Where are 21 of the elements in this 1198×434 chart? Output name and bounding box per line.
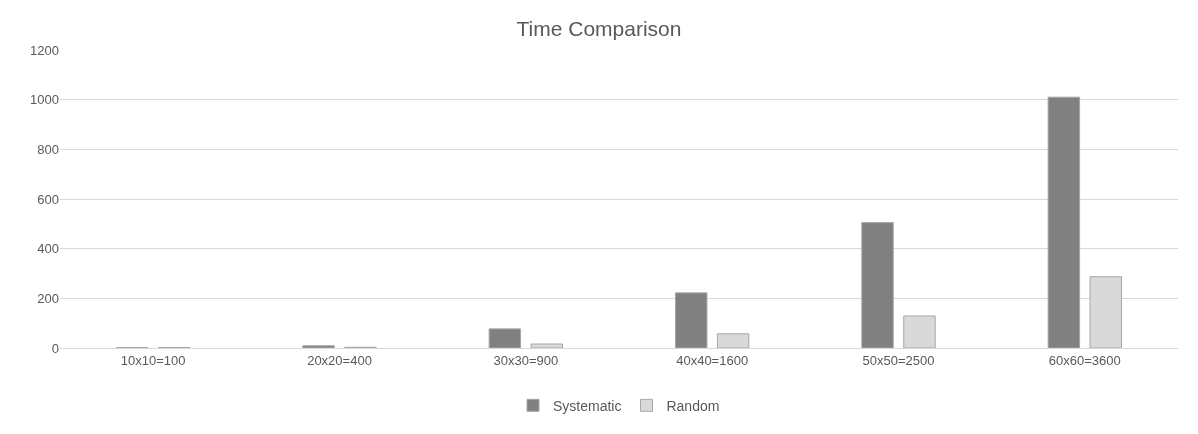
- x-tick-label: 30x30=900: [493, 352, 559, 368]
- bar: [674, 292, 708, 348]
- bar: [1047, 96, 1081, 348]
- y-tick-label: 600: [37, 191, 59, 207]
- x-tick-label: 10x10=100: [120, 352, 186, 368]
- x-tick-label: 50x50=2500: [862, 352, 935, 368]
- y-tick-label: 1000: [30, 92, 59, 108]
- legend-label: Random: [666, 397, 720, 414]
- x-tick-label: 20x20=400: [307, 352, 372, 368]
- x-tick-label: 60x60=3600: [1048, 352, 1121, 368]
- legend-label: Systematic: [553, 397, 622, 414]
- y-tick-label: 400: [37, 241, 59, 257]
- y-tick-label: 800: [37, 141, 59, 157]
- y-tick-label: 0: [51, 340, 59, 356]
- chart-title: Time Comparison: [516, 17, 682, 41]
- x-tick-label: 40x40=1600: [676, 352, 749, 368]
- bar: [488, 328, 522, 348]
- bar: [302, 345, 335, 348]
- y-tick-label: 1200: [30, 42, 59, 58]
- y-tick-label: 200: [37, 290, 59, 306]
- bar: [861, 222, 894, 348]
